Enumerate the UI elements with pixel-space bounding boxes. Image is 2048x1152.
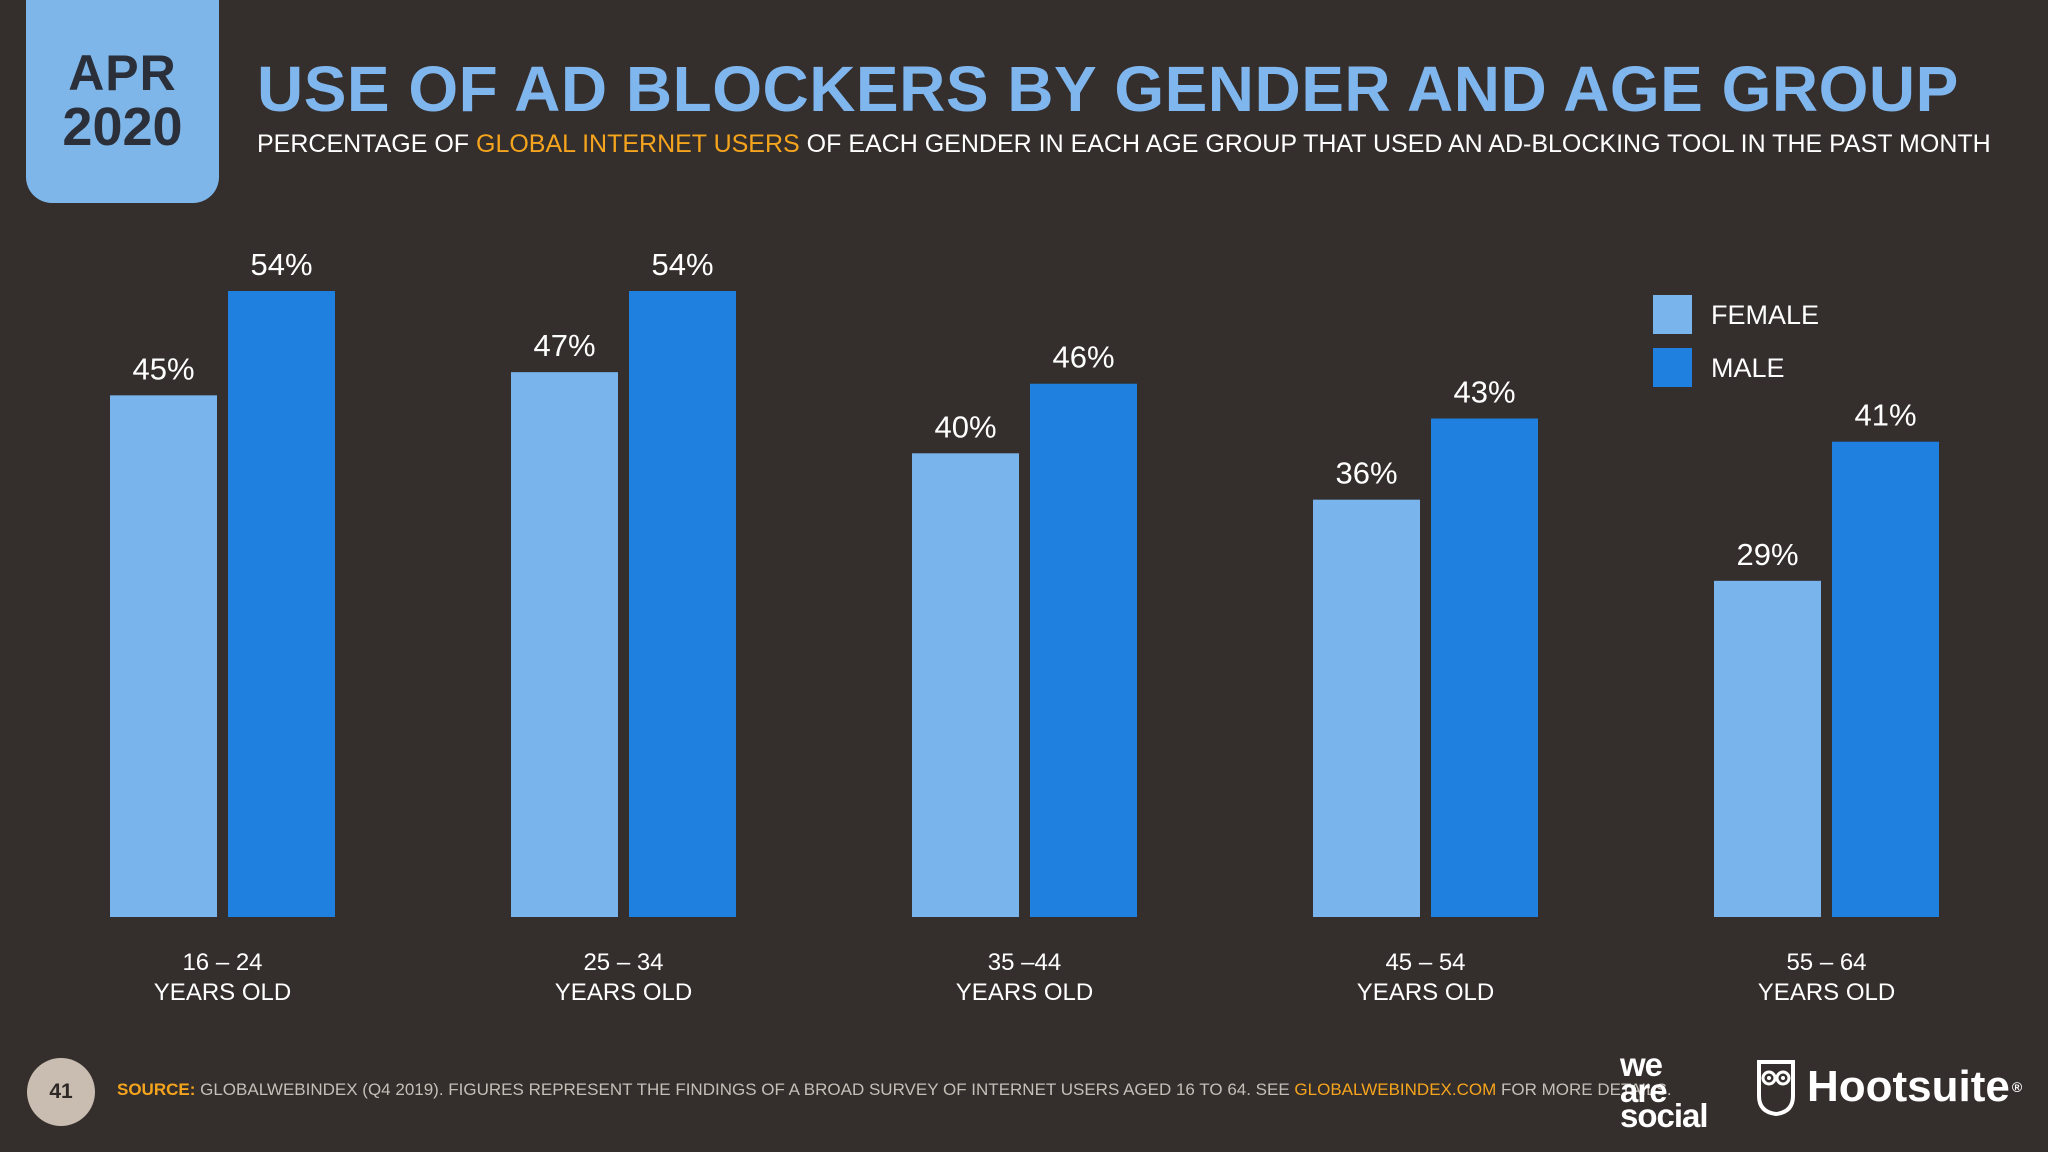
data-label-male-3: 43%	[1453, 375, 1515, 410]
x-tick-label-4-1: YEARS OLD	[1758, 979, 1895, 1006]
data-label-male-0: 54%	[250, 247, 312, 282]
bar-female-0	[110, 395, 217, 917]
logo-we: we	[1620, 1046, 1663, 1083]
x-tick-label-3-0: 45 – 54	[1385, 949, 1465, 976]
source-note: SOURCE: GLOBALWEBINDEX (Q4 2019). FIGURE…	[117, 1080, 1672, 1100]
bar-male-2	[1030, 383, 1137, 918]
x-tick-label-1-1: YEARS OLD	[555, 979, 692, 1006]
subtitle-pre: PERCENTAGE OF	[257, 130, 477, 158]
registered-mark: ®	[2011, 1079, 2023, 1095]
x-tick-label-4-0: 55 – 64	[1786, 949, 1866, 976]
data-label-female-3: 36%	[1335, 456, 1397, 491]
data-label-female-1: 47%	[533, 328, 595, 363]
source-end: FOR MORE DETAILS.	[1496, 1080, 1672, 1099]
badge-year: 2020	[62, 97, 183, 158]
data-label-female-2: 40%	[934, 409, 996, 444]
bar-male-3	[1431, 418, 1538, 917]
bar-female-4	[1714, 580, 1821, 917]
x-tick-label-1-0: 25 – 34	[583, 949, 663, 976]
bar-female-2	[912, 453, 1019, 917]
hootsuite-wordmark: Hootsuite	[1807, 1062, 2010, 1111]
badge-month: APR	[68, 44, 177, 101]
legend-swatch-female	[1653, 295, 1692, 334]
bar-male-0	[228, 291, 335, 917]
legend-swatch-male	[1653, 348, 1692, 387]
logo-are: are	[1620, 1071, 1668, 1109]
source-label: SOURCE:	[117, 1080, 196, 1099]
bar-male-1	[629, 291, 736, 917]
data-label-female-4: 29%	[1736, 537, 1798, 572]
date-badge: APR 2020	[26, 0, 219, 203]
hootsuite-logo: Hootsuite ®	[1755, 1058, 2022, 1116]
we-are-social-logo: we are social	[1620, 1046, 1709, 1135]
subtitle-post: OF EACH GENDER IN EACH AGE GROUP THAT US…	[799, 130, 1991, 158]
bar-female-3	[1313, 499, 1420, 917]
x-tick-label-0-0: 16 – 24	[182, 949, 262, 976]
x-tick-label-0-1: YEARS OLD	[154, 979, 291, 1006]
bar-female-1	[511, 372, 618, 917]
bar-male-4	[1832, 441, 1939, 917]
source-text: GLOBALWEBINDEX (Q4 2019). FIGURES REPRES…	[195, 1080, 1295, 1099]
x-tick-label-2-1: YEARS OLD	[956, 979, 1093, 1006]
page-number: 41	[27, 1058, 95, 1126]
legend-label-female: FEMALE	[1711, 300, 1819, 330]
legend-label-male: MALE	[1711, 353, 1785, 383]
source-link[interactable]: GLOBALWEBINDEX.COM	[1294, 1080, 1497, 1099]
owl-icon	[1757, 1060, 1795, 1116]
logo-social: social	[1620, 1097, 1709, 1135]
data-label-male-4: 41%	[1854, 398, 1916, 433]
subtitle: PERCENTAGE OF GLOBAL INTERNET USERS OF E…	[257, 130, 1991, 159]
bar-chart: 45% 54% 16 – 24 YEARS OLD 47% 54% 25 – 34 YEARS…	[110, 247, 1939, 1006]
page-title: USE OF AD BLOCKERS BY GENDER AND AGE GRO…	[257, 53, 1959, 125]
data-label-female-0: 45%	[132, 351, 194, 386]
subtitle-highlight: GLOBAL INTERNET USERS	[476, 130, 800, 158]
x-tick-label-2-0: 35 –44	[988, 949, 1061, 976]
data-label-male-2: 46%	[1052, 340, 1114, 375]
x-tick-label-3-1: YEARS OLD	[1357, 979, 1494, 1006]
data-label-male-1: 54%	[651, 247, 713, 282]
